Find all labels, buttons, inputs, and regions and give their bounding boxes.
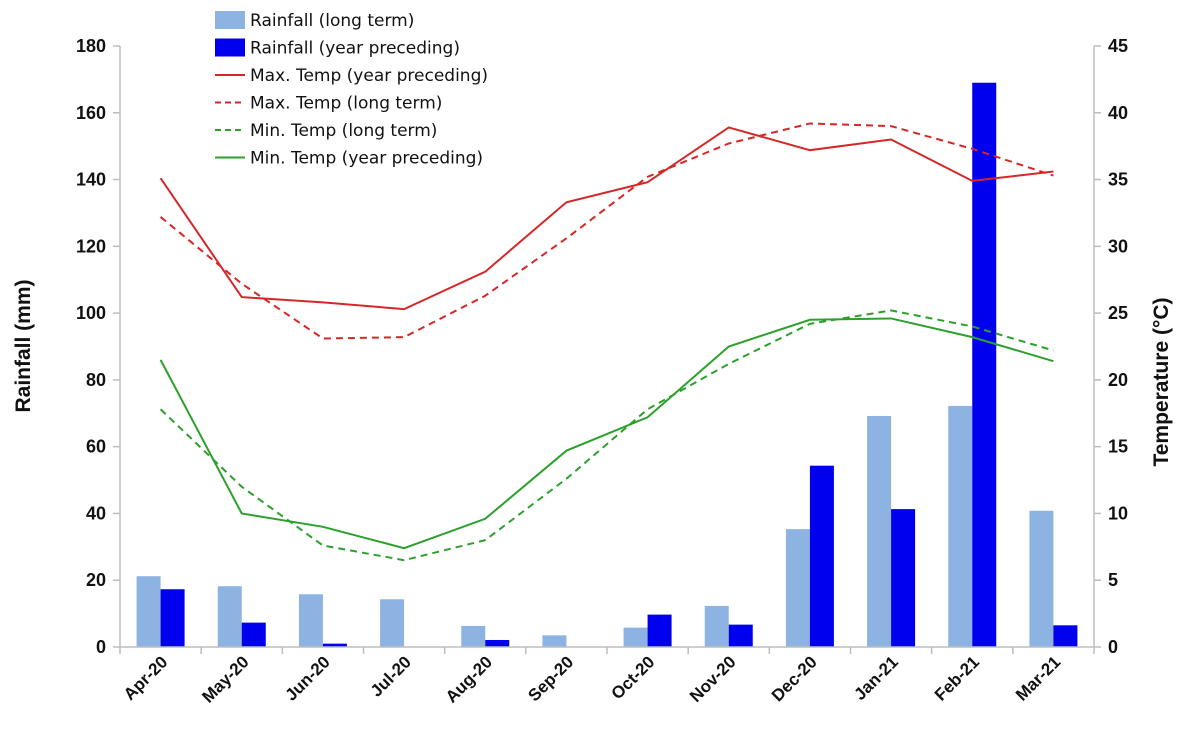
legend-swatch xyxy=(215,38,245,57)
right-tick-label: 40 xyxy=(1108,103,1128,123)
right-tick-label: 20 xyxy=(1108,370,1128,390)
line-max-temp-long-term xyxy=(159,122,1054,340)
x-tick-label: Jan-21 xyxy=(850,652,902,704)
x-tick-label: Dec-20 xyxy=(768,652,821,705)
x-tick-label: May-20 xyxy=(198,652,252,706)
x-tick-label: Apr-20 xyxy=(120,652,172,704)
left-tick-labels: 0 20 40 60 80 100 120 140 160 180 xyxy=(76,36,120,657)
bar-rainfall-long-term xyxy=(461,625,486,647)
bar-rainfall-year-preceding xyxy=(972,82,997,647)
bar-rainfall-long-term xyxy=(623,627,648,647)
x-tick-label: Mar-21 xyxy=(1012,652,1064,704)
bar-rainfall-long-term xyxy=(1029,510,1054,647)
left-tick-label: 100 xyxy=(76,303,106,323)
x-tick-label: Oct-20 xyxy=(608,652,659,703)
x-tick-label: Aug-20 xyxy=(442,652,496,706)
x-tick-label: Jul-20 xyxy=(367,652,415,700)
bar-rainfall-long-term xyxy=(136,576,161,647)
bar-rainfall-long-term xyxy=(217,586,242,647)
legend-label: Max. Temp (year preceding) xyxy=(250,66,488,86)
left-tick-label: 60 xyxy=(86,437,106,457)
x-tick-label: Sep-20 xyxy=(524,652,577,705)
left-tick-label: 140 xyxy=(76,170,106,190)
right-tick-label: 45 xyxy=(1108,36,1128,56)
left-tick-label: 160 xyxy=(76,103,106,123)
right-tick-label: 25 xyxy=(1108,303,1128,323)
right-tick-label: 10 xyxy=(1108,503,1128,523)
bar-rainfall-year-preceding xyxy=(891,509,916,647)
right-tick-label: 15 xyxy=(1108,437,1128,457)
bar-rainfall-year-preceding xyxy=(160,589,185,647)
bar-rainfall-long-term xyxy=(542,635,567,647)
line-max-temp-year-preceding xyxy=(159,126,1054,311)
legend-swatch xyxy=(215,11,245,29)
bar-rainfall-long-term xyxy=(704,605,729,647)
left-tick-label: 40 xyxy=(86,503,106,523)
bar-rainfall-year-preceding xyxy=(728,624,753,647)
bar-rainfall-long-term xyxy=(785,529,810,647)
left-tick-label: 0 xyxy=(96,637,106,657)
line-min-temp-year-preceding xyxy=(159,317,1054,550)
line-min-temp-long-term xyxy=(159,309,1054,562)
x-tick-label: Feb-21 xyxy=(931,652,983,704)
right-tick-label: 35 xyxy=(1108,170,1128,190)
x-tick-label: Nov-20 xyxy=(686,652,740,706)
bar-rainfall-year-preceding xyxy=(241,622,266,647)
bar-rainfall-year-preceding xyxy=(1053,625,1078,647)
legend-label: Min. Temp (long term) xyxy=(250,121,437,141)
y-axis-title: Rainfall (mm) xyxy=(12,279,35,412)
bar-rainfall-year-preceding xyxy=(647,614,672,647)
legend-label: Rainfall (long term) xyxy=(250,11,414,31)
bar-rainfall-long-term xyxy=(298,594,323,647)
lines-layer xyxy=(159,122,1054,562)
legend-label: Rainfall (year preceding) xyxy=(250,39,460,59)
right-tick-label: 30 xyxy=(1108,236,1128,256)
bar-rainfall-year-preceding xyxy=(809,465,834,647)
bar-rainfall-year-preceding xyxy=(322,643,347,647)
x-tick-label: Jun-20 xyxy=(282,652,334,704)
bar-rainfall-year-preceding xyxy=(485,639,510,647)
left-tick-label: 120 xyxy=(76,236,106,256)
left-tick-label: 80 xyxy=(86,370,106,390)
legend-label: Max. Temp (long term) xyxy=(250,94,442,114)
bar-rainfall-long-term xyxy=(867,415,892,647)
category-labels: Apr-20 May-20 Jun-20 Jul-20 Aug-20 Sep-20 Oct-… xyxy=(119,647,1095,707)
right-tick-label: 5 xyxy=(1108,570,1118,590)
left-tick-label: 20 xyxy=(86,570,106,590)
legend-label: Min. Temp (year preceding) xyxy=(250,149,483,169)
y2-axis-title: Temperature (°C) xyxy=(1150,297,1173,466)
right-tick-labels: 0 5 10 15 20 25 30 35 40 45 xyxy=(1094,36,1128,657)
bar-rainfall-long-term xyxy=(380,599,405,647)
left-tick-label: 180 xyxy=(76,36,106,56)
bar-rainfall-long-term xyxy=(948,405,973,647)
bars-layer xyxy=(136,82,1078,647)
right-tick-label: 0 xyxy=(1108,637,1118,657)
legend: Rainfall (long term) Rainfall (year prece… xyxy=(215,11,488,169)
